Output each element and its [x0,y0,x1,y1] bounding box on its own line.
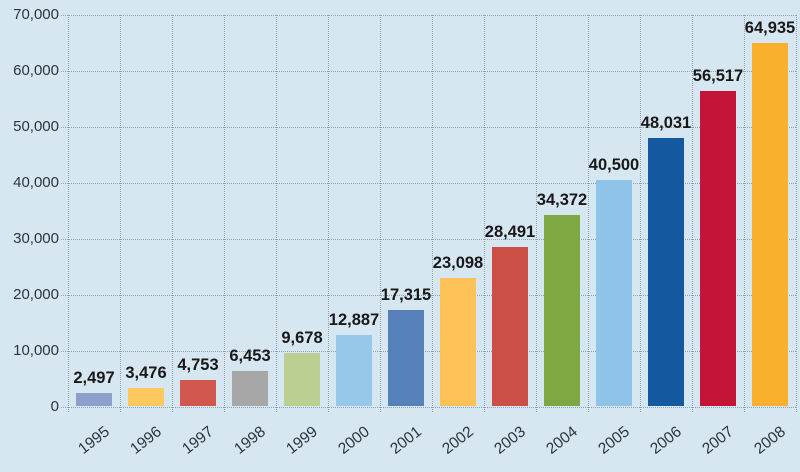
y-axis-tick-label: 20,000 [13,286,59,303]
y-axis-tick-label: 60,000 [13,62,59,79]
x-axis-tick-label: 1995 [75,423,113,458]
y-gridline [61,127,796,128]
y-axis-tick-label: 0 [50,398,59,415]
y-gridline [61,295,796,296]
bar-value-label: 28,491 [484,223,536,241]
x-gridline [640,15,641,412]
y-axis-tick-label: 10,000 [13,342,59,359]
bar-value-label: 23,098 [432,254,484,272]
x-gridline [796,15,797,412]
bar-value-label: 9,678 [281,329,323,347]
bar-value-label: 56,517 [692,67,744,85]
x-axis-tick-label: 1999 [283,423,321,458]
x-axis-tick-label: 1996 [127,423,165,458]
bar-value-label: 34,372 [536,191,588,209]
bar-2008 [752,43,788,406]
x-gridline [328,15,329,412]
x-gridline [432,15,433,412]
x-gridline [120,15,121,412]
y-gridline [61,15,796,16]
x-gridline [744,15,745,412]
bar-2006 [648,138,684,406]
y-axis-tick-label: 30,000 [13,230,59,247]
x-axis-tick-label: 2000 [335,423,373,458]
x-axis-tick-label: 1998 [231,423,269,458]
bar-value-label: 3,476 [125,364,167,382]
bar-1999 [284,353,320,406]
x-axis-tick-label: 2002 [439,423,477,458]
bar-1997 [180,380,216,406]
x-axis-tick-label: 2001 [387,423,425,458]
y-axis-tick-label: 70,000 [13,6,59,23]
x-axis-tick-label: 2008 [751,423,789,458]
x-axis-tick-label: 2004 [543,423,581,458]
bar-value-label: 12,887 [328,311,380,329]
x-axis-tick-label: 1997 [179,423,217,458]
bar-1998 [232,371,268,406]
bar-2003 [492,247,528,406]
x-gridline [224,15,225,412]
bar-value-label: 6,453 [229,347,271,365]
bar-2000 [336,335,372,406]
x-gridline [588,15,589,412]
x-axis-tick-label: 2007 [699,423,737,458]
bar-value-label: 64,935 [744,19,796,37]
y-axis-tick-label: 50,000 [13,118,59,135]
x-gridline [68,15,69,412]
y-gridline [61,351,796,352]
bar-2002 [440,278,476,406]
bar-2004 [544,215,580,406]
y-gridline [61,71,796,72]
bar-2001 [388,310,424,406]
x-axis-tick-label: 2006 [647,423,685,458]
y-gridline [61,183,796,184]
x-gridline [380,15,381,412]
x-gridline [276,15,277,412]
x-gridline [692,15,693,412]
y-gridline [61,407,796,408]
x-axis-tick-label: 2005 [595,423,633,458]
bar-value-label: 40,500 [588,156,640,174]
bar-value-label: 48,031 [640,114,692,132]
bar-value-label: 17,315 [380,286,432,304]
bar-2005 [596,180,632,406]
x-gridline [172,15,173,412]
bar-value-label: 2,497 [73,369,115,387]
bar-1996 [128,388,164,406]
bar-1995 [76,393,112,406]
bar-2007 [700,91,736,406]
y-axis-tick-label: 40,000 [13,174,59,191]
y-gridline [61,239,796,240]
x-gridline [536,15,537,412]
bar-value-label: 4,753 [177,356,219,374]
x-axis-tick-label: 2003 [491,423,529,458]
x-gridline [484,15,485,412]
